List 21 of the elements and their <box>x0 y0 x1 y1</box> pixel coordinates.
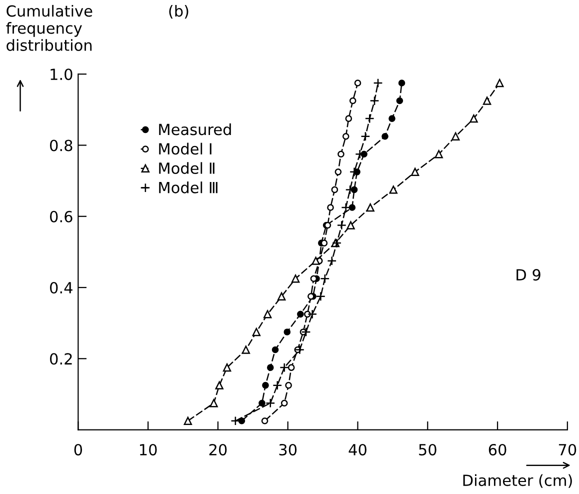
legend-label: Model Ⅱ <box>159 162 214 174</box>
x-tick-label: 60 <box>488 444 506 456</box>
y-tick-label: 0.4 <box>50 282 72 294</box>
legend-label: Measured <box>159 123 231 136</box>
y-axis-title: Cumulative frequency distribution <box>6 4 92 51</box>
annotation: D 9 <box>516 269 540 281</box>
y-tick-label: 0.6 <box>50 210 72 222</box>
x-tick-label: 0 <box>74 444 82 456</box>
x-tick-label: 70 <box>558 444 576 456</box>
x-tick-label: 30 <box>279 444 297 456</box>
x-tick-label: 20 <box>209 444 227 456</box>
y-tick-label: 0.8 <box>50 140 72 152</box>
chart-title: (b) <box>169 4 188 19</box>
x-tick-label: 40 <box>348 444 366 456</box>
y-tick-label: 1.0 <box>50 68 72 80</box>
x-tick-label: 10 <box>140 444 157 456</box>
x-tick-label: 50 <box>419 444 436 456</box>
x-axis-title: Diameter (cm) <box>463 474 572 488</box>
legend-label: Model I <box>159 142 212 155</box>
y-tick-label: 0.2 <box>50 353 72 365</box>
legend-label: Model Ⅲ <box>159 182 218 194</box>
